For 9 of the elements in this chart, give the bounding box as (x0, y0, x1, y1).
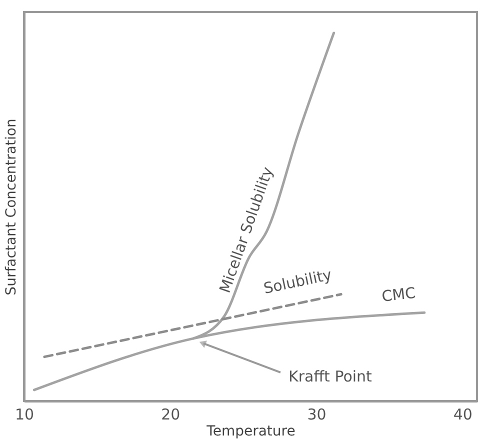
x-tick-label: 40 (453, 406, 472, 424)
x-tick-label: 20 (161, 406, 180, 424)
y-axis-title: Surfactant Concentration (4, 118, 20, 296)
annotation: Krafft Point (288, 367, 372, 386)
x-axis-title: Temperature (206, 424, 296, 440)
text: CMC (380, 284, 417, 306)
x-tick-label: 30 (307, 406, 326, 424)
text: Solubility (262, 266, 334, 298)
x-tick-label: 10 (14, 406, 34, 424)
